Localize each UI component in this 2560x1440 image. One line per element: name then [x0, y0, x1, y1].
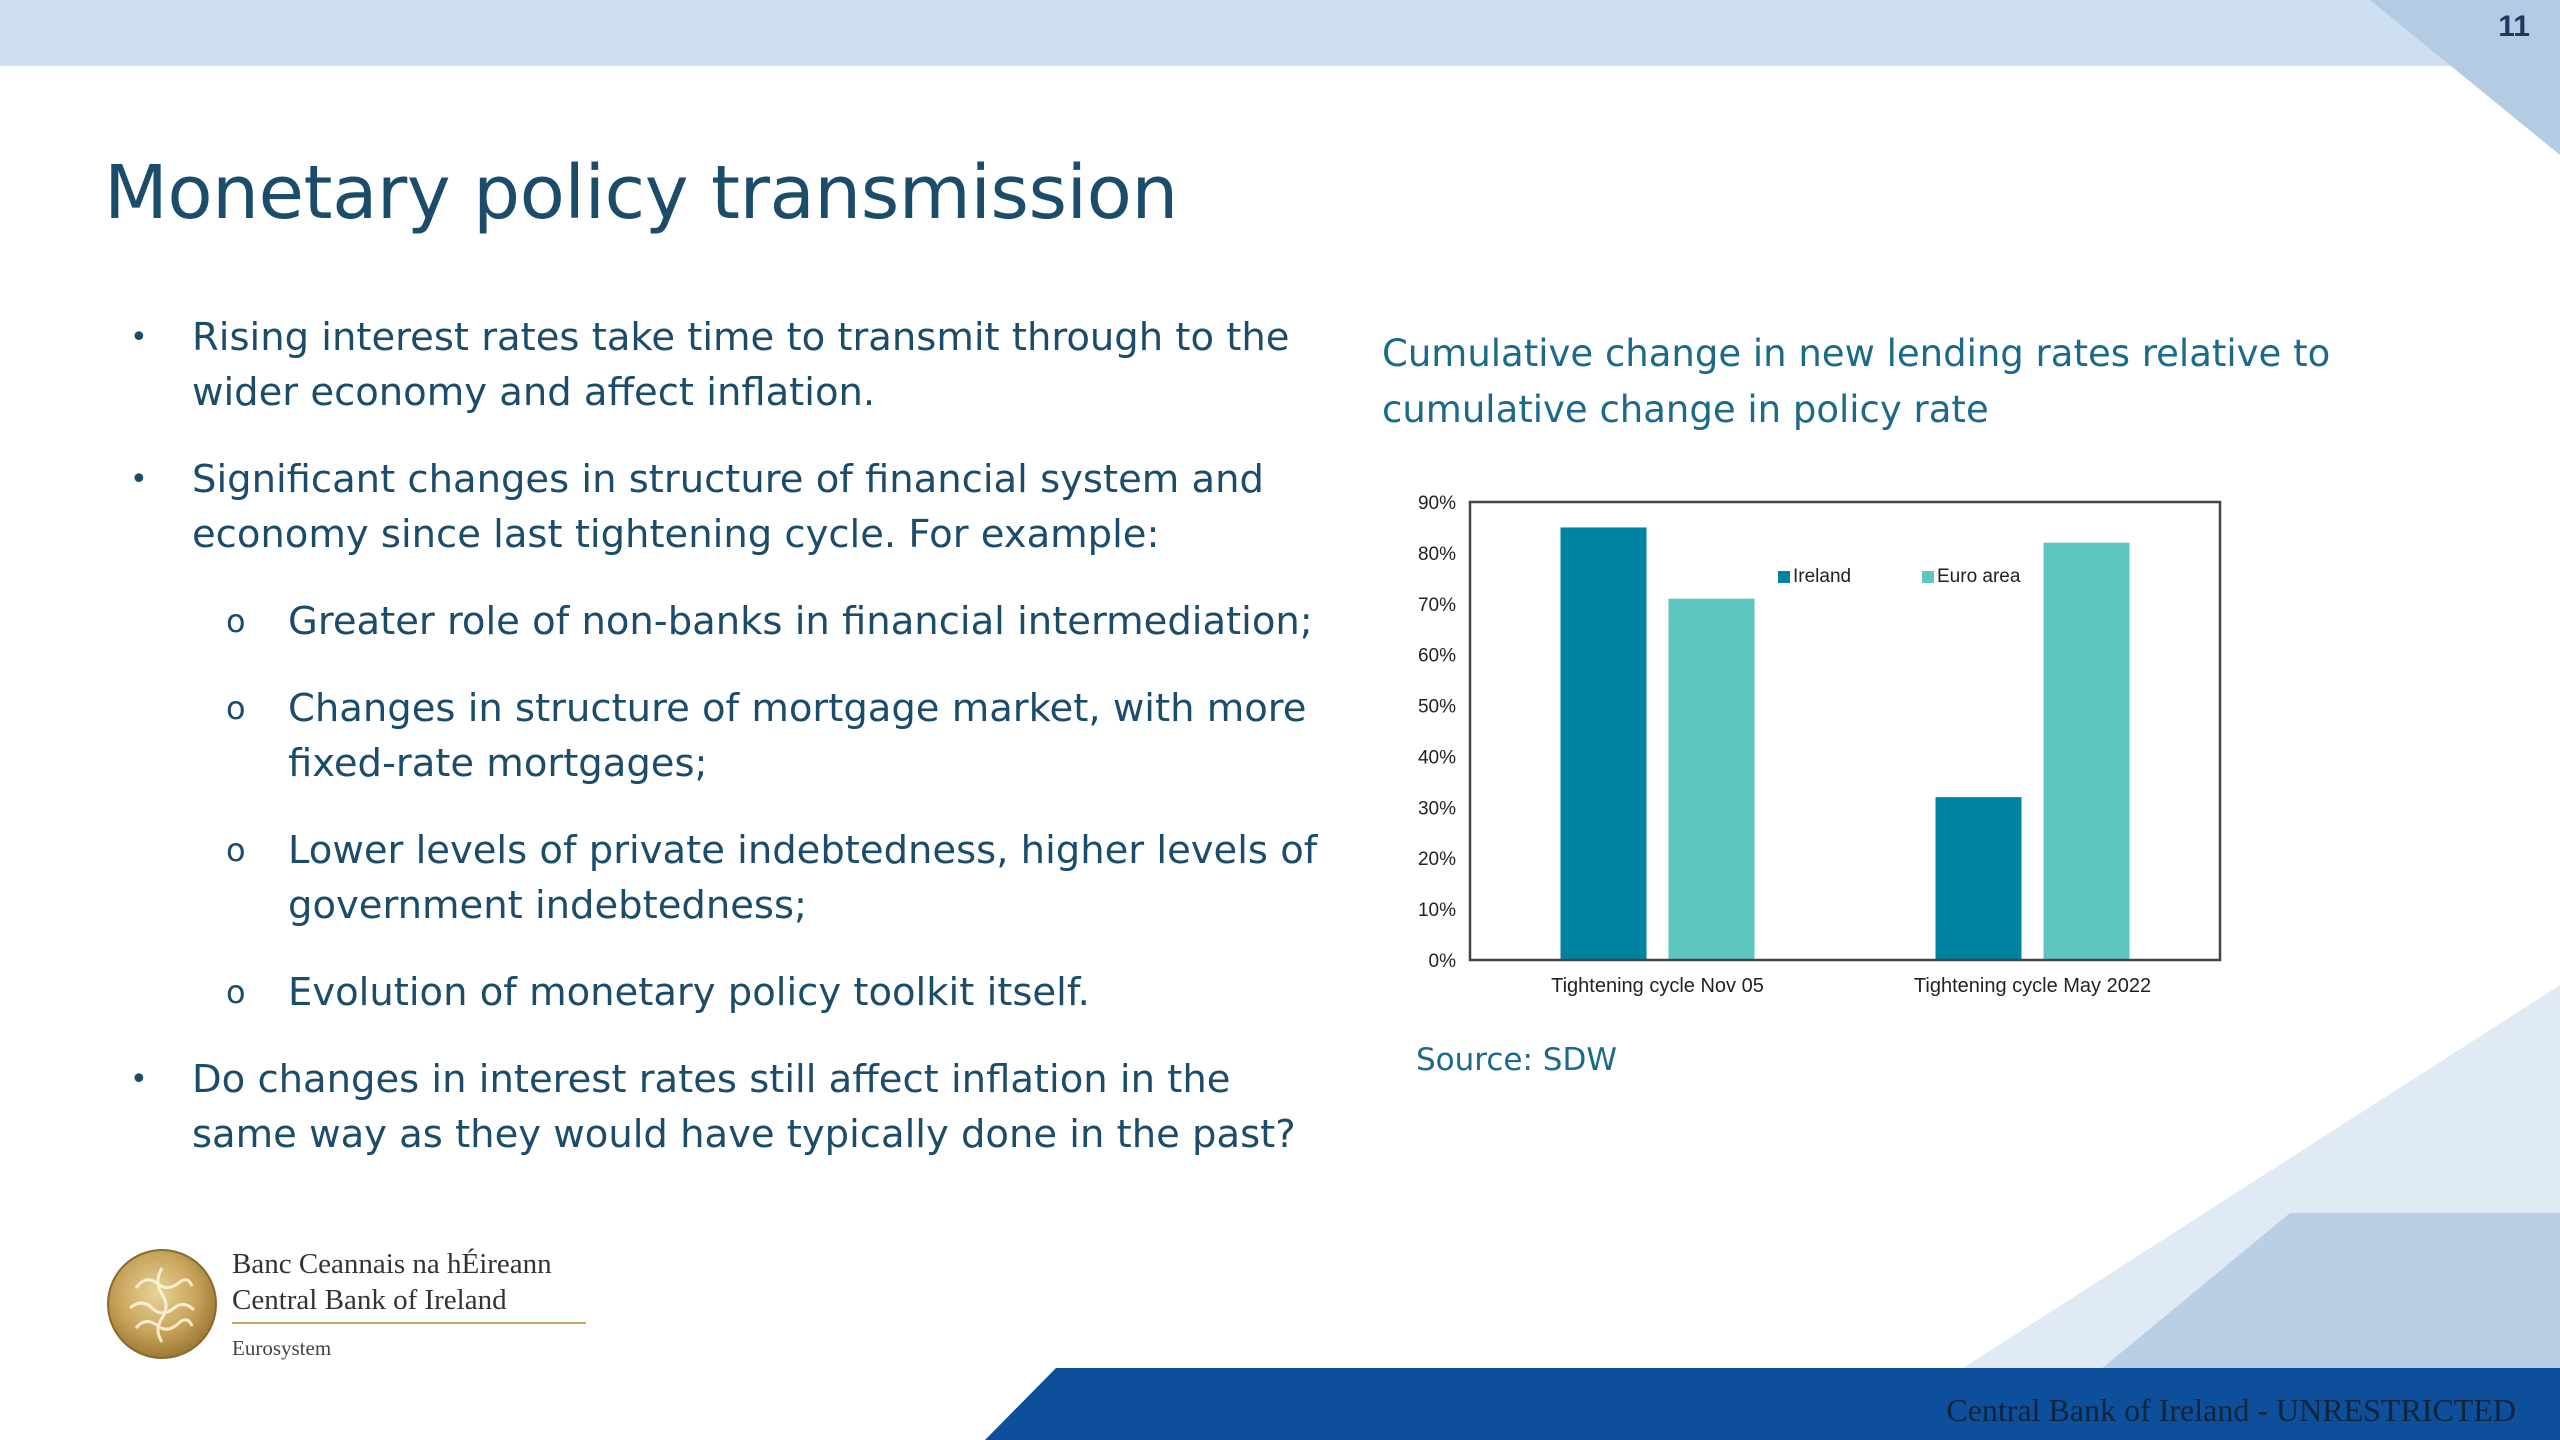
sub-bullet-marker: o [226, 602, 246, 640]
bullet-item: • Do changes in interest rates still aff… [120, 1052, 1320, 1162]
x-tick-label: Tightening cycle May 2022 [1914, 975, 2151, 997]
bullet-text: Significant changes in structure of fina… [192, 457, 1264, 557]
x-tick-label: Tightening cycle Nov 05 [1551, 975, 1764, 997]
footer-band [985, 1368, 2560, 1440]
y-tick-label: 70% [1418, 595, 1456, 616]
y-tick-label: 90% [1418, 493, 1456, 514]
sub-bullet-item: o Greater role of non-banks in financial… [120, 594, 1320, 649]
top-band [0, 0, 2560, 66]
y-tick-label: 50% [1418, 697, 1456, 718]
bar-chart: 0% 10% 20% 30% 40% 50% 60% 70% 80% 90% Tightening … [1418, 493, 2222, 997]
sub-bullet-text: Evolution of monetary policy toolkit its… [288, 970, 1090, 1015]
sub-bullet-item: o Lower levels of private indebtedness, … [120, 823, 1320, 933]
bullet-item: • Rising interest rates take time to tra… [120, 310, 1320, 420]
slide-number: 11 [2498, 10, 2530, 43]
central-bank-logo: Banc Ceannais na hÉireann Central Bank o… [106, 1248, 606, 1378]
y-tick-label: 20% [1418, 849, 1456, 870]
bullet-item: • Significant changes in structure of fi… [120, 452, 1320, 562]
bar-euro-area [2043, 542, 2130, 960]
sub-bullet-item: o Changes in structure of mortgage marke… [120, 681, 1320, 791]
y-tick-label: 10% [1418, 900, 1456, 921]
logo-name-irish: Banc Ceannais na hÉireann [232, 1248, 552, 1280]
sub-bullet-text: Lower levels of private indebtedness, hi… [288, 828, 1318, 928]
y-tick-label: 40% [1418, 747, 1456, 768]
plot-frame [1468, 500, 2222, 962]
sub-bullet-marker: o [226, 831, 246, 869]
bar-ireland [1935, 797, 2022, 960]
harp-seal-icon [107, 1249, 217, 1359]
sub-bullet-item: o Evolution of monetary policy toolkit i… [120, 965, 1320, 1020]
sub-bullet-text: Changes in structure of mortgage market,… [288, 686, 1307, 786]
chart-title: Cumulative change in new lending rates r… [1382, 332, 2331, 431]
y-tick-label: 60% [1418, 646, 1456, 667]
page-title: Monetary policy transmission [104, 150, 1178, 236]
bottom-right-triangle-mid [2100, 1213, 2560, 1370]
legend-label: Euro area [1937, 566, 2021, 587]
bar-euro-area [1668, 598, 1755, 960]
top-right-corner-triangle [2370, 0, 2560, 155]
bullet-marker: • [130, 462, 148, 497]
bullet-marker: • [130, 1062, 148, 1097]
bullet-marker: • [130, 320, 148, 355]
y-tick-label: 30% [1418, 798, 1456, 819]
bar-ireland [1560, 527, 1647, 960]
bullet-text: Do changes in interest rates still affec… [192, 1057, 1296, 1157]
sub-bullet-list: o Greater role of non-banks in financial… [120, 594, 1320, 1020]
legend-label: Ireland [1793, 566, 1851, 587]
logo-name-english: Central Bank of Ireland [232, 1284, 507, 1316]
logo-eurosystem: Eurosystem [232, 1336, 332, 1360]
footer-classification: Central Bank of Ireland - UNRESTRICTED [1946, 1392, 2516, 1428]
y-tick-label: 0% [1429, 951, 1457, 972]
legend-swatch [1778, 571, 1790, 583]
legend-swatch [1922, 571, 1934, 583]
y-tick-label: 80% [1418, 544, 1456, 565]
chart-source: Source: SDW [1416, 1042, 1617, 1078]
sub-bullet-marker: o [226, 973, 246, 1011]
sub-bullet-marker: o [226, 689, 246, 727]
sub-bullet-text: Greater role of non-banks in financial i… [288, 599, 1313, 644]
bullet-list: • Rising interest rates take time to tra… [120, 310, 1320, 1194]
logo-divider [232, 1322, 586, 1324]
bullet-text: Rising interest rates take time to trans… [192, 315, 1290, 415]
